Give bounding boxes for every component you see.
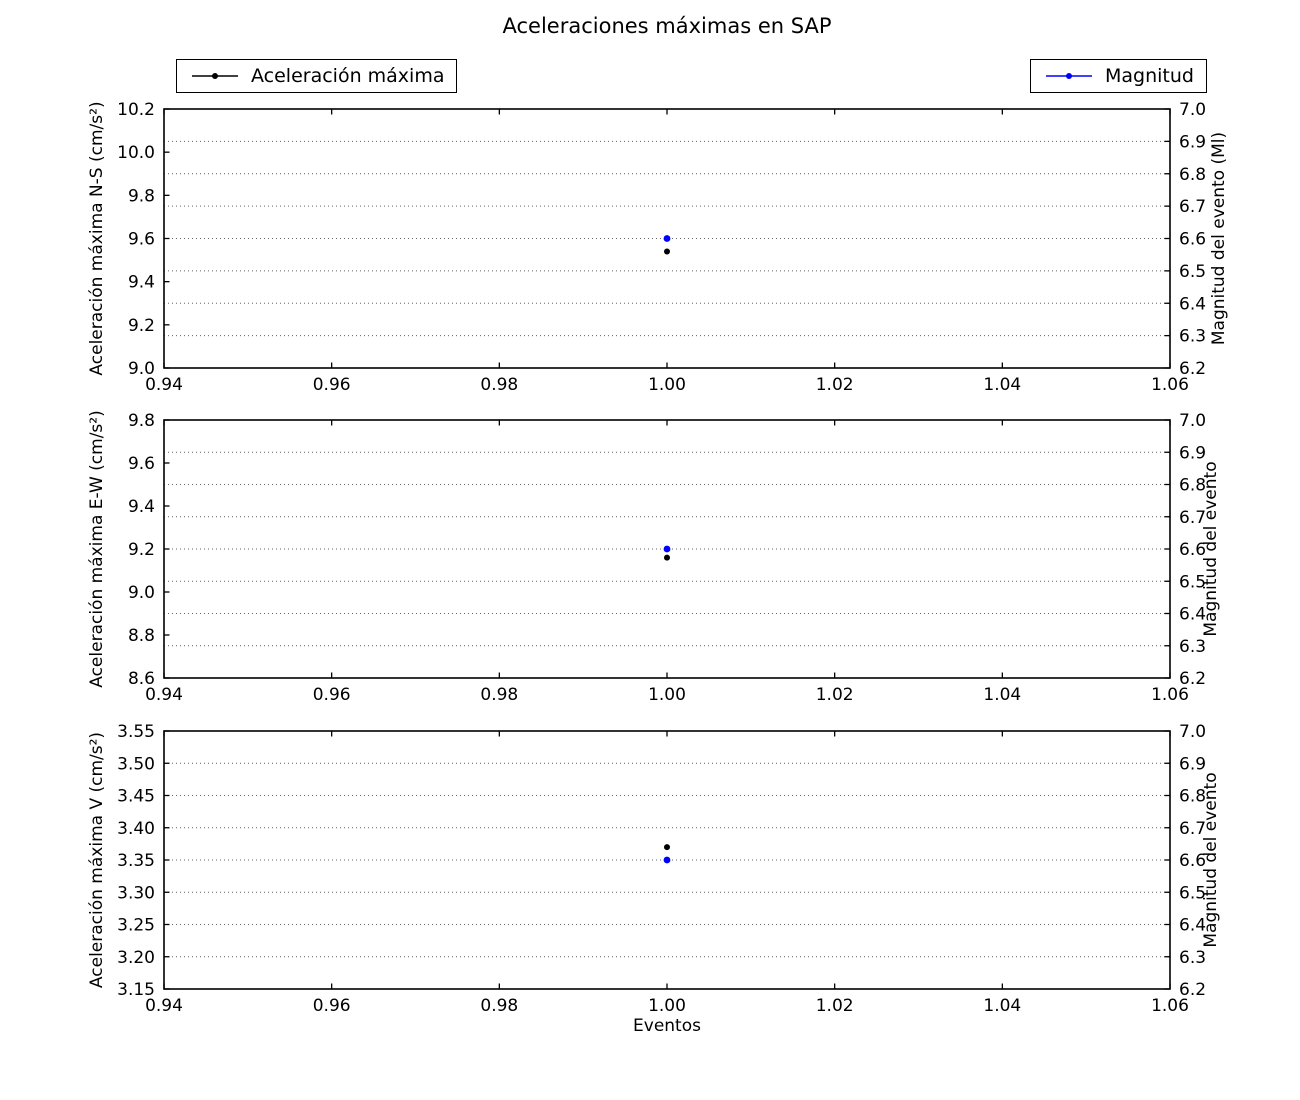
y-tick-label-right: 6.6 xyxy=(1179,540,1206,560)
y-tick-label-right: 6.9 xyxy=(1179,132,1206,152)
y-tick-label-left: 3.20 xyxy=(117,948,155,968)
y-tick-label-left: 3.30 xyxy=(117,883,155,903)
x-tick-label: 0.98 xyxy=(480,685,518,705)
y-tick-label-left: 9.8 xyxy=(128,186,155,206)
data-point-magnitude xyxy=(663,856,671,864)
x-tick-label: 1.02 xyxy=(816,375,854,395)
y-tick-label-left: 9.8 xyxy=(128,411,155,431)
legend-acceleration-label: Aceleración máxima xyxy=(251,65,445,87)
y-tick-label-right: 6.5 xyxy=(1179,572,1206,592)
x-tick-label: 1.06 xyxy=(1151,685,1189,705)
y-axis-label-right: Magnitud del evento xyxy=(1201,461,1221,636)
y-tick-label-right: 6.8 xyxy=(1179,165,1206,185)
x-tick-label: 0.96 xyxy=(313,375,351,395)
y-tick-label-right: 7.0 xyxy=(1179,100,1206,120)
y-tick-label-right: 7.0 xyxy=(1179,411,1206,431)
y-tick-label-left: 3.55 xyxy=(117,722,155,742)
x-tick-label: 0.96 xyxy=(313,685,351,705)
y-tick-label-right: 6.9 xyxy=(1179,754,1206,774)
y-tick-label-right: 6.5 xyxy=(1179,262,1206,282)
y-tick-label-left: 3.35 xyxy=(117,851,155,871)
y-tick-label-left: 10.0 xyxy=(117,143,155,163)
y-tick-label-right: 6.4 xyxy=(1179,294,1206,314)
y-tick-label-right: 6.4 xyxy=(1179,916,1206,936)
legend-magnitude-label: Magnitud xyxy=(1105,65,1194,87)
y-tick-label-right: 6.8 xyxy=(1179,476,1206,496)
x-tick-label: 0.94 xyxy=(145,996,183,1016)
y-tick-label-right: 6.7 xyxy=(1179,819,1206,839)
x-tick-label: 1.06 xyxy=(1151,996,1189,1016)
legend-acceleration-line-icon xyxy=(192,73,238,79)
y-tick-label-right: 6.9 xyxy=(1179,443,1206,463)
x-tick-label: 0.98 xyxy=(480,996,518,1016)
y-tick-label-right: 6.6 xyxy=(1179,230,1206,250)
data-point-magnitude xyxy=(663,235,671,242)
y-tick-label-right: 6.4 xyxy=(1179,605,1206,625)
y-tick-label-left: 9.6 xyxy=(128,230,155,250)
y-tick-label-left: 9.0 xyxy=(128,583,155,603)
data-point-magnitude xyxy=(663,545,671,553)
y-tick-label-right: 6.3 xyxy=(1179,948,1206,968)
y-tick-label-left: 8.8 xyxy=(128,626,155,646)
y-axis-label-right: Magnitud del evento (Ml) xyxy=(1209,132,1229,345)
y-tick-label-right: 6.7 xyxy=(1179,197,1206,217)
y-axis-label-left: Aceleración máxima V (cm/s²) xyxy=(87,732,107,988)
x-tick-label: 1.02 xyxy=(816,996,854,1016)
legend-magnitude: Magnitud xyxy=(1030,59,1207,93)
y-tick-label-left: 9.0 xyxy=(128,359,155,379)
x-axis-label: Eventos xyxy=(633,1016,701,1036)
data-point-acceleration xyxy=(664,554,670,561)
y-axis-label-left: Aceleración máxima E-W (cm/s²) xyxy=(87,410,107,688)
x-tick-label: 1.04 xyxy=(983,375,1021,395)
x-tick-label: 0.96 xyxy=(313,996,351,1016)
y-tick-label-left: 3.45 xyxy=(117,787,155,807)
y-tick-label-right: 7.0 xyxy=(1179,722,1206,742)
legend-acceleration: Aceleración máxima xyxy=(176,59,458,93)
y-axis-label-left: Aceleración máxima N-S (cm/s²) xyxy=(87,101,107,375)
y-tick-label-left: 9.2 xyxy=(128,316,155,336)
y-tick-label-left: 3.15 xyxy=(117,980,155,1000)
legend-magnitude-line-icon xyxy=(1046,73,1092,79)
y-tick-label-left: 9.4 xyxy=(128,497,155,517)
y-tick-label-left: 3.40 xyxy=(117,819,155,839)
y-tick-label-left: 9.2 xyxy=(128,540,155,560)
y-tick-label-right: 6.2 xyxy=(1179,669,1206,689)
x-tick-label: 1.04 xyxy=(983,996,1021,1016)
x-tick-label: 1.00 xyxy=(648,375,686,395)
y-tick-label-left: 8.6 xyxy=(128,669,155,689)
y-tick-label-right: 6.2 xyxy=(1179,359,1206,379)
y-tick-label-right: 6.3 xyxy=(1179,327,1206,347)
y-tick-label-left: 10.2 xyxy=(117,100,155,120)
x-tick-label: 1.04 xyxy=(983,685,1021,705)
y-tick-label-left: 9.4 xyxy=(128,273,155,293)
data-point-acceleration xyxy=(664,248,670,255)
y-axis-label-right: Magnitud del evento xyxy=(1201,772,1221,947)
chart-title: Aceleraciones máximas en SAP xyxy=(502,14,832,38)
x-tick-label: 1.06 xyxy=(1151,375,1189,395)
x-tick-label: 1.00 xyxy=(648,996,686,1016)
y-tick-label-right: 6.6 xyxy=(1179,851,1206,871)
y-tick-label-left: 9.6 xyxy=(128,454,155,474)
y-tick-label-right: 6.3 xyxy=(1179,637,1206,657)
y-tick-label-right: 6.8 xyxy=(1179,787,1206,807)
x-tick-label: 0.94 xyxy=(145,685,183,705)
y-tick-label-right: 6.7 xyxy=(1179,508,1206,528)
x-tick-label: 0.98 xyxy=(480,375,518,395)
data-point-acceleration xyxy=(664,844,670,851)
y-tick-label-left: 3.25 xyxy=(117,916,155,936)
x-tick-label: 0.94 xyxy=(145,375,183,395)
x-tick-label: 1.02 xyxy=(816,685,854,705)
y-tick-label-right: 6.2 xyxy=(1179,980,1206,1000)
y-tick-label-left: 3.50 xyxy=(117,754,155,774)
x-tick-label: 1.00 xyxy=(648,685,686,705)
y-tick-label-right: 6.5 xyxy=(1179,883,1206,903)
